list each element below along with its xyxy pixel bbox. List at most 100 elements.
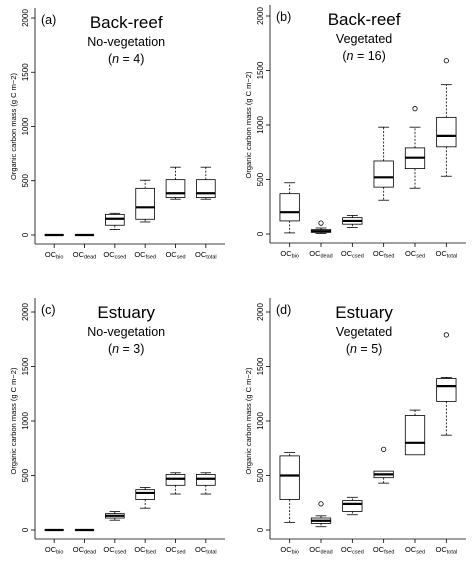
box-total bbox=[196, 472, 216, 495]
x-tick-label: OCtotal bbox=[436, 249, 458, 260]
box-csed bbox=[105, 511, 125, 521]
panel-label: (a) bbox=[41, 13, 56, 27]
x-tick-label: OCfsed bbox=[134, 250, 156, 261]
iqr-box bbox=[135, 489, 155, 500]
box-sed bbox=[404, 106, 426, 189]
y-tick-label: 1000 bbox=[21, 412, 30, 430]
box-dead bbox=[310, 220, 332, 234]
iqr-box bbox=[373, 160, 394, 188]
box-total bbox=[436, 58, 457, 177]
iqr-box bbox=[436, 378, 457, 402]
y-tick-label: 0 bbox=[21, 527, 30, 532]
outlier-point bbox=[381, 446, 387, 452]
box-sed bbox=[165, 166, 186, 200]
y-tick-label: 1500 bbox=[256, 61, 265, 79]
iqr-box bbox=[404, 415, 426, 456]
sample-size-label: (n = 5) bbox=[346, 342, 383, 356]
box-total bbox=[436, 332, 457, 436]
panel-label: (c) bbox=[41, 303, 56, 317]
sample-size-label: (n = 4) bbox=[108, 52, 145, 66]
y-axis-label: Organic carbon mass (g C m−2) bbox=[244, 367, 253, 474]
panel-1: 0 500 1000 1500 2000 Organic carbon mass (g C… bbox=[9, 8, 225, 261]
x-tick-label: OCtotal bbox=[195, 250, 217, 261]
x-tick-label: OCbio bbox=[45, 545, 64, 556]
x-tick-label: OCtotal bbox=[195, 545, 217, 556]
x-tick-label: OCbio bbox=[45, 250, 64, 261]
box-bio bbox=[279, 182, 300, 234]
box-sed bbox=[165, 472, 186, 495]
y-tick-label: 0 bbox=[256, 527, 265, 532]
x-tick-label: OCdead bbox=[309, 249, 333, 260]
x-tick-label: OCfsed bbox=[134, 545, 156, 556]
x-tick-label: OCsed bbox=[405, 545, 425, 556]
outlier-point bbox=[443, 332, 449, 338]
x-tick-label: OCsed bbox=[165, 545, 185, 556]
y-tick-label: 500 bbox=[256, 468, 265, 482]
panel-title: Estuary bbox=[335, 303, 393, 322]
panel-subtitle: No-vegetation bbox=[87, 325, 165, 339]
x-tick-label: OCsed bbox=[165, 250, 185, 261]
y-tick-label: 1000 bbox=[256, 116, 265, 134]
box-total bbox=[196, 166, 216, 200]
y-axis-label: Organic carbon mass (g C m−2) bbox=[244, 71, 253, 178]
x-tick-label: OCtotal bbox=[436, 545, 458, 556]
panel-label: (b) bbox=[276, 10, 291, 24]
panel-subtitle: No-vegetation bbox=[87, 35, 165, 49]
x-tick-label: OCdead bbox=[309, 545, 333, 556]
y-tick-label: 2000 bbox=[21, 303, 30, 321]
y-axis-label: Organic carbon mass (g C m−2) bbox=[9, 73, 18, 180]
panel-subtitle: Vegetated bbox=[336, 32, 392, 46]
panel-title: Back-reef bbox=[90, 13, 163, 32]
box-fsed bbox=[135, 179, 155, 223]
y-tick-label: 0 bbox=[256, 231, 265, 236]
y-tick-label: 500 bbox=[21, 174, 30, 188]
panel-subtitle: Vegetated bbox=[336, 325, 392, 339]
x-tick-label: OCsed bbox=[405, 249, 425, 260]
x-tick-label: OCcsed bbox=[341, 249, 364, 260]
x-tick-label: OCbio bbox=[280, 545, 299, 556]
y-tick-label: 1500 bbox=[21, 357, 30, 375]
box-fsed bbox=[373, 126, 394, 201]
box-csed bbox=[105, 212, 125, 230]
x-tick-label: OCdead bbox=[73, 545, 97, 556]
y-tick-label: 0 bbox=[21, 232, 30, 237]
box-sed bbox=[404, 409, 426, 456]
outlier-point bbox=[318, 501, 324, 507]
iqr-box bbox=[196, 179, 216, 198]
panel-label: (d) bbox=[276, 303, 291, 317]
box-csed bbox=[342, 496, 363, 516]
y-tick-label: 1000 bbox=[21, 117, 30, 135]
x-tick-label: OCcsed bbox=[103, 250, 126, 261]
panel-title: Estuary bbox=[97, 303, 155, 322]
panel-3: 0 500 1000 1500 2000 Organic carbon mass (g C… bbox=[9, 298, 225, 556]
panel-2: 0 500 1000 1500 2000 Organic carbon mass (g C… bbox=[244, 5, 466, 260]
y-axis-label: Organic carbon mass (g C m−2) bbox=[9, 367, 18, 474]
sample-size-label: (n = 16) bbox=[342, 49, 385, 63]
x-tick-label: OCbio bbox=[280, 249, 299, 260]
iqr-box bbox=[135, 187, 155, 220]
outlier-point bbox=[412, 106, 418, 112]
y-tick-label: 2000 bbox=[256, 7, 265, 25]
box-fsed bbox=[135, 487, 155, 509]
box-dead bbox=[310, 501, 332, 528]
x-tick-label: OCdead bbox=[73, 250, 97, 261]
y-tick-label: 1000 bbox=[256, 412, 265, 430]
y-tick-label: 500 bbox=[256, 172, 265, 186]
x-tick-label: OCfsed bbox=[373, 249, 395, 260]
box-csed bbox=[342, 215, 363, 228]
panel-4: 0 500 1000 1500 2000 Organic carbon mass (g C… bbox=[244, 298, 466, 556]
sample-size-label: (n = 3) bbox=[108, 342, 145, 356]
box-fsed bbox=[373, 446, 394, 484]
x-tick-label: OCcsed bbox=[103, 545, 126, 556]
iqr-box bbox=[342, 500, 363, 512]
iqr-box bbox=[279, 455, 300, 500]
outlier-point bbox=[318, 220, 324, 226]
outlier-point bbox=[443, 58, 449, 64]
iqr-box bbox=[436, 116, 457, 148]
iqr-box bbox=[165, 179, 186, 198]
x-tick-label: OCcsed bbox=[341, 545, 364, 556]
y-tick-label: 500 bbox=[21, 468, 30, 482]
y-tick-label: 2000 bbox=[21, 9, 30, 27]
y-tick-label: 2000 bbox=[256, 303, 265, 321]
